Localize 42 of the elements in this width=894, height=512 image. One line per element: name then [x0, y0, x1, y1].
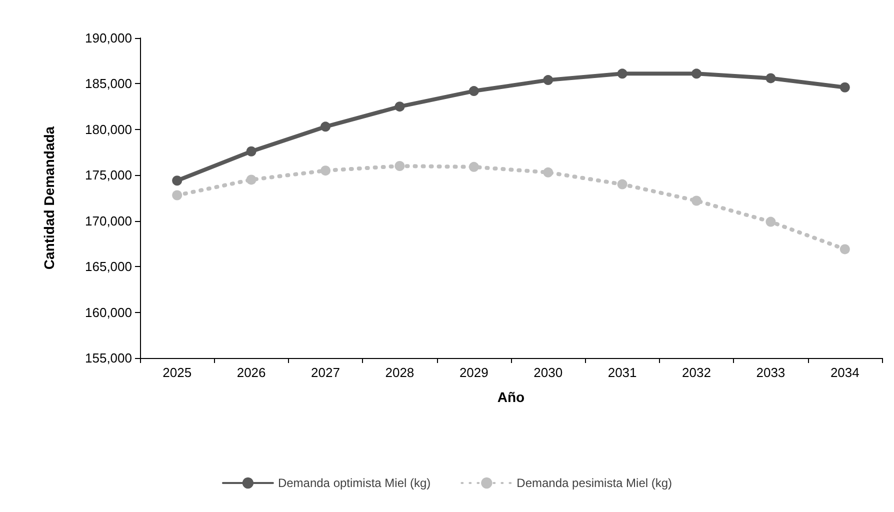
- y-tick-label: 175,000: [85, 168, 132, 183]
- point: [246, 174, 256, 185]
- point: [172, 190, 182, 200]
- point: [840, 82, 850, 92]
- point: [766, 73, 776, 84]
- y-tick-label: 185,000: [85, 76, 132, 92]
- legend-label: Demanda optimista Miel (kg): [278, 476, 431, 490]
- x-tick-label: 2026: [236, 365, 266, 380]
- x-tick-label: 2032: [682, 365, 711, 380]
- point: [320, 122, 330, 132]
- point: [172, 176, 182, 186]
- legend-label: Demanda pesimista Miel (kg): [516, 476, 672, 490]
- x-axis-title: Año: [497, 389, 525, 405]
- x-tick-label: 2033: [756, 365, 786, 380]
- y-tick-label: 190,000: [85, 30, 132, 46]
- y-tick-label: 170,000: [85, 213, 132, 228]
- point: [692, 196, 702, 206]
- point: [543, 167, 554, 178]
- y-tick-label: 180,000: [85, 122, 132, 137]
- point: [692, 68, 702, 79]
- point: [766, 216, 776, 227]
- x-tick-label: 2028: [385, 365, 414, 380]
- point: [468, 162, 479, 172]
- x-tick-label: 2030: [534, 365, 563, 380]
- point: [840, 244, 850, 254]
- point: [320, 166, 330, 176]
- y-tick-label: 165,000: [85, 259, 132, 274]
- y-axis-title: Cantidad Demandada: [41, 126, 57, 270]
- point: [617, 68, 628, 79]
- point: [246, 146, 256, 156]
- x-tick-label: 2027: [311, 365, 340, 380]
- y-tick-label: 160,000: [85, 304, 132, 320]
- x-tick-label: 2029: [459, 365, 488, 380]
- point: [617, 179, 628, 190]
- x-tick-label: 2025: [162, 365, 192, 380]
- x-tick-label: 2034: [830, 365, 860, 380]
- y-tick-label: 155,000: [85, 350, 132, 366]
- point: [468, 86, 479, 96]
- point: [394, 102, 405, 112]
- x-tick-label: 2031: [608, 365, 637, 380]
- point: [543, 75, 554, 86]
- point: [394, 161, 405, 171]
